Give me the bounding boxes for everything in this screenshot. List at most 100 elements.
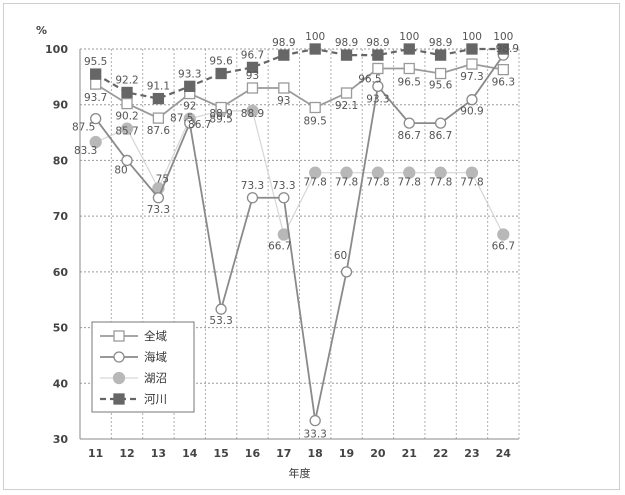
data-point [497,43,509,55]
data-point [215,67,227,80]
legend-marker [112,371,126,385]
data-label: 95.5 [84,56,107,68]
data-label: 88.9 [209,108,232,120]
x-tick-label: 19 [339,447,354,460]
data-label: 87.6 [147,125,171,137]
data-label: 96.5 [358,74,381,86]
data-label: 73.3 [272,180,295,192]
legend-item: 海域 [100,350,167,364]
data-label: 83.3 [74,145,97,157]
data-point [278,49,290,61]
data-label: 77.8 [335,177,358,189]
data-point [89,135,102,149]
tick-labels: 30 40 50 60 70 80 90 100 11 12 13 14 15 16 17 18 19 20 21 2… [45,43,511,460]
data-point [403,117,415,129]
series-1 [90,49,509,427]
legend-box [91,321,195,413]
data-point [152,192,165,204]
data-point [465,166,479,179]
chart-border [3,3,620,490]
data-point [246,192,259,204]
data-label: 93.3 [366,93,389,105]
data-label: 93 [277,95,290,107]
legend-item: 河川 [100,392,167,406]
data-point [466,43,478,55]
data-label: 66.7 [268,241,291,253]
x-tick-label: 14 [182,447,198,460]
data-label: 80 [114,164,127,176]
data-label: 85.7 [115,126,138,138]
y-tick-label: 60 [53,266,69,279]
data-point [184,117,196,129]
data-point [278,82,290,94]
data-point [497,228,510,241]
data-point [371,166,385,179]
data-point [309,166,322,179]
series-3 [90,43,509,105]
data-point [466,58,478,70]
data-label: 88.9 [241,108,264,120]
data-point [309,101,321,114]
x-axis-title: 年度 [289,466,311,480]
data-label: 100 [493,31,513,43]
data-label: 89.5 [209,114,232,126]
data-label: 96.5 [398,77,421,89]
x-tick-label: 21 [402,447,417,460]
x-tick-label: 12 [119,447,134,460]
data-point [215,303,227,315]
x-tick-label: 13 [151,447,166,460]
data-label: 77.8 [366,177,389,189]
data-label: 73.3 [147,204,170,216]
data-point [246,104,259,117]
data-label: 92.1 [335,100,358,112]
data-label: 33.3 [303,429,326,441]
data-point [340,266,353,278]
data-point [121,154,133,167]
data-point [403,43,415,55]
data-point [372,49,384,61]
y-tick-label: 90 [53,99,69,112]
data-point [403,166,416,179]
data-label: 100 [462,31,482,43]
data-point [90,68,102,80]
data-label: 75 [156,173,169,185]
data-point [121,97,133,110]
data-label: 100 [305,31,325,43]
data-label: 66.7 [492,241,515,253]
x-tick-label: 18 [308,447,323,460]
legend-item: 全域 [100,329,167,343]
data-point [372,80,384,92]
data-label: 77.8 [303,177,326,189]
series-lines [89,43,510,427]
data-point [121,86,133,99]
axes [79,48,520,440]
x-tick-label: 16 [245,447,261,460]
legend-item: 湖沼 [100,371,167,385]
data-label: 86.7 [398,130,421,142]
x-tick-label: 23 [464,447,479,460]
series-0 [90,58,509,124]
data-label: 87.5 [72,122,95,134]
data-label: 86.7 [429,130,452,142]
data-point [403,62,415,75]
data-point [340,87,353,99]
legend-marker [113,330,125,342]
data-label: 98.9 [429,37,452,49]
data-label: 77.8 [429,177,452,189]
x-tick-label: 22 [433,447,448,460]
x-tick-label: 15 [213,447,228,460]
data-point [340,166,353,179]
data-point [340,49,353,61]
data-label: 86.7 [188,119,211,131]
data-point [434,117,447,129]
legend-label: 全域 [144,329,167,343]
data-label: 97.3 [460,71,483,83]
data-point [152,92,165,105]
data-point [278,192,290,204]
data-label: 60 [334,250,347,262]
data-label: 100 [399,31,419,43]
data-label: 98.9 [496,43,519,55]
data-label: 90.2 [115,111,138,123]
